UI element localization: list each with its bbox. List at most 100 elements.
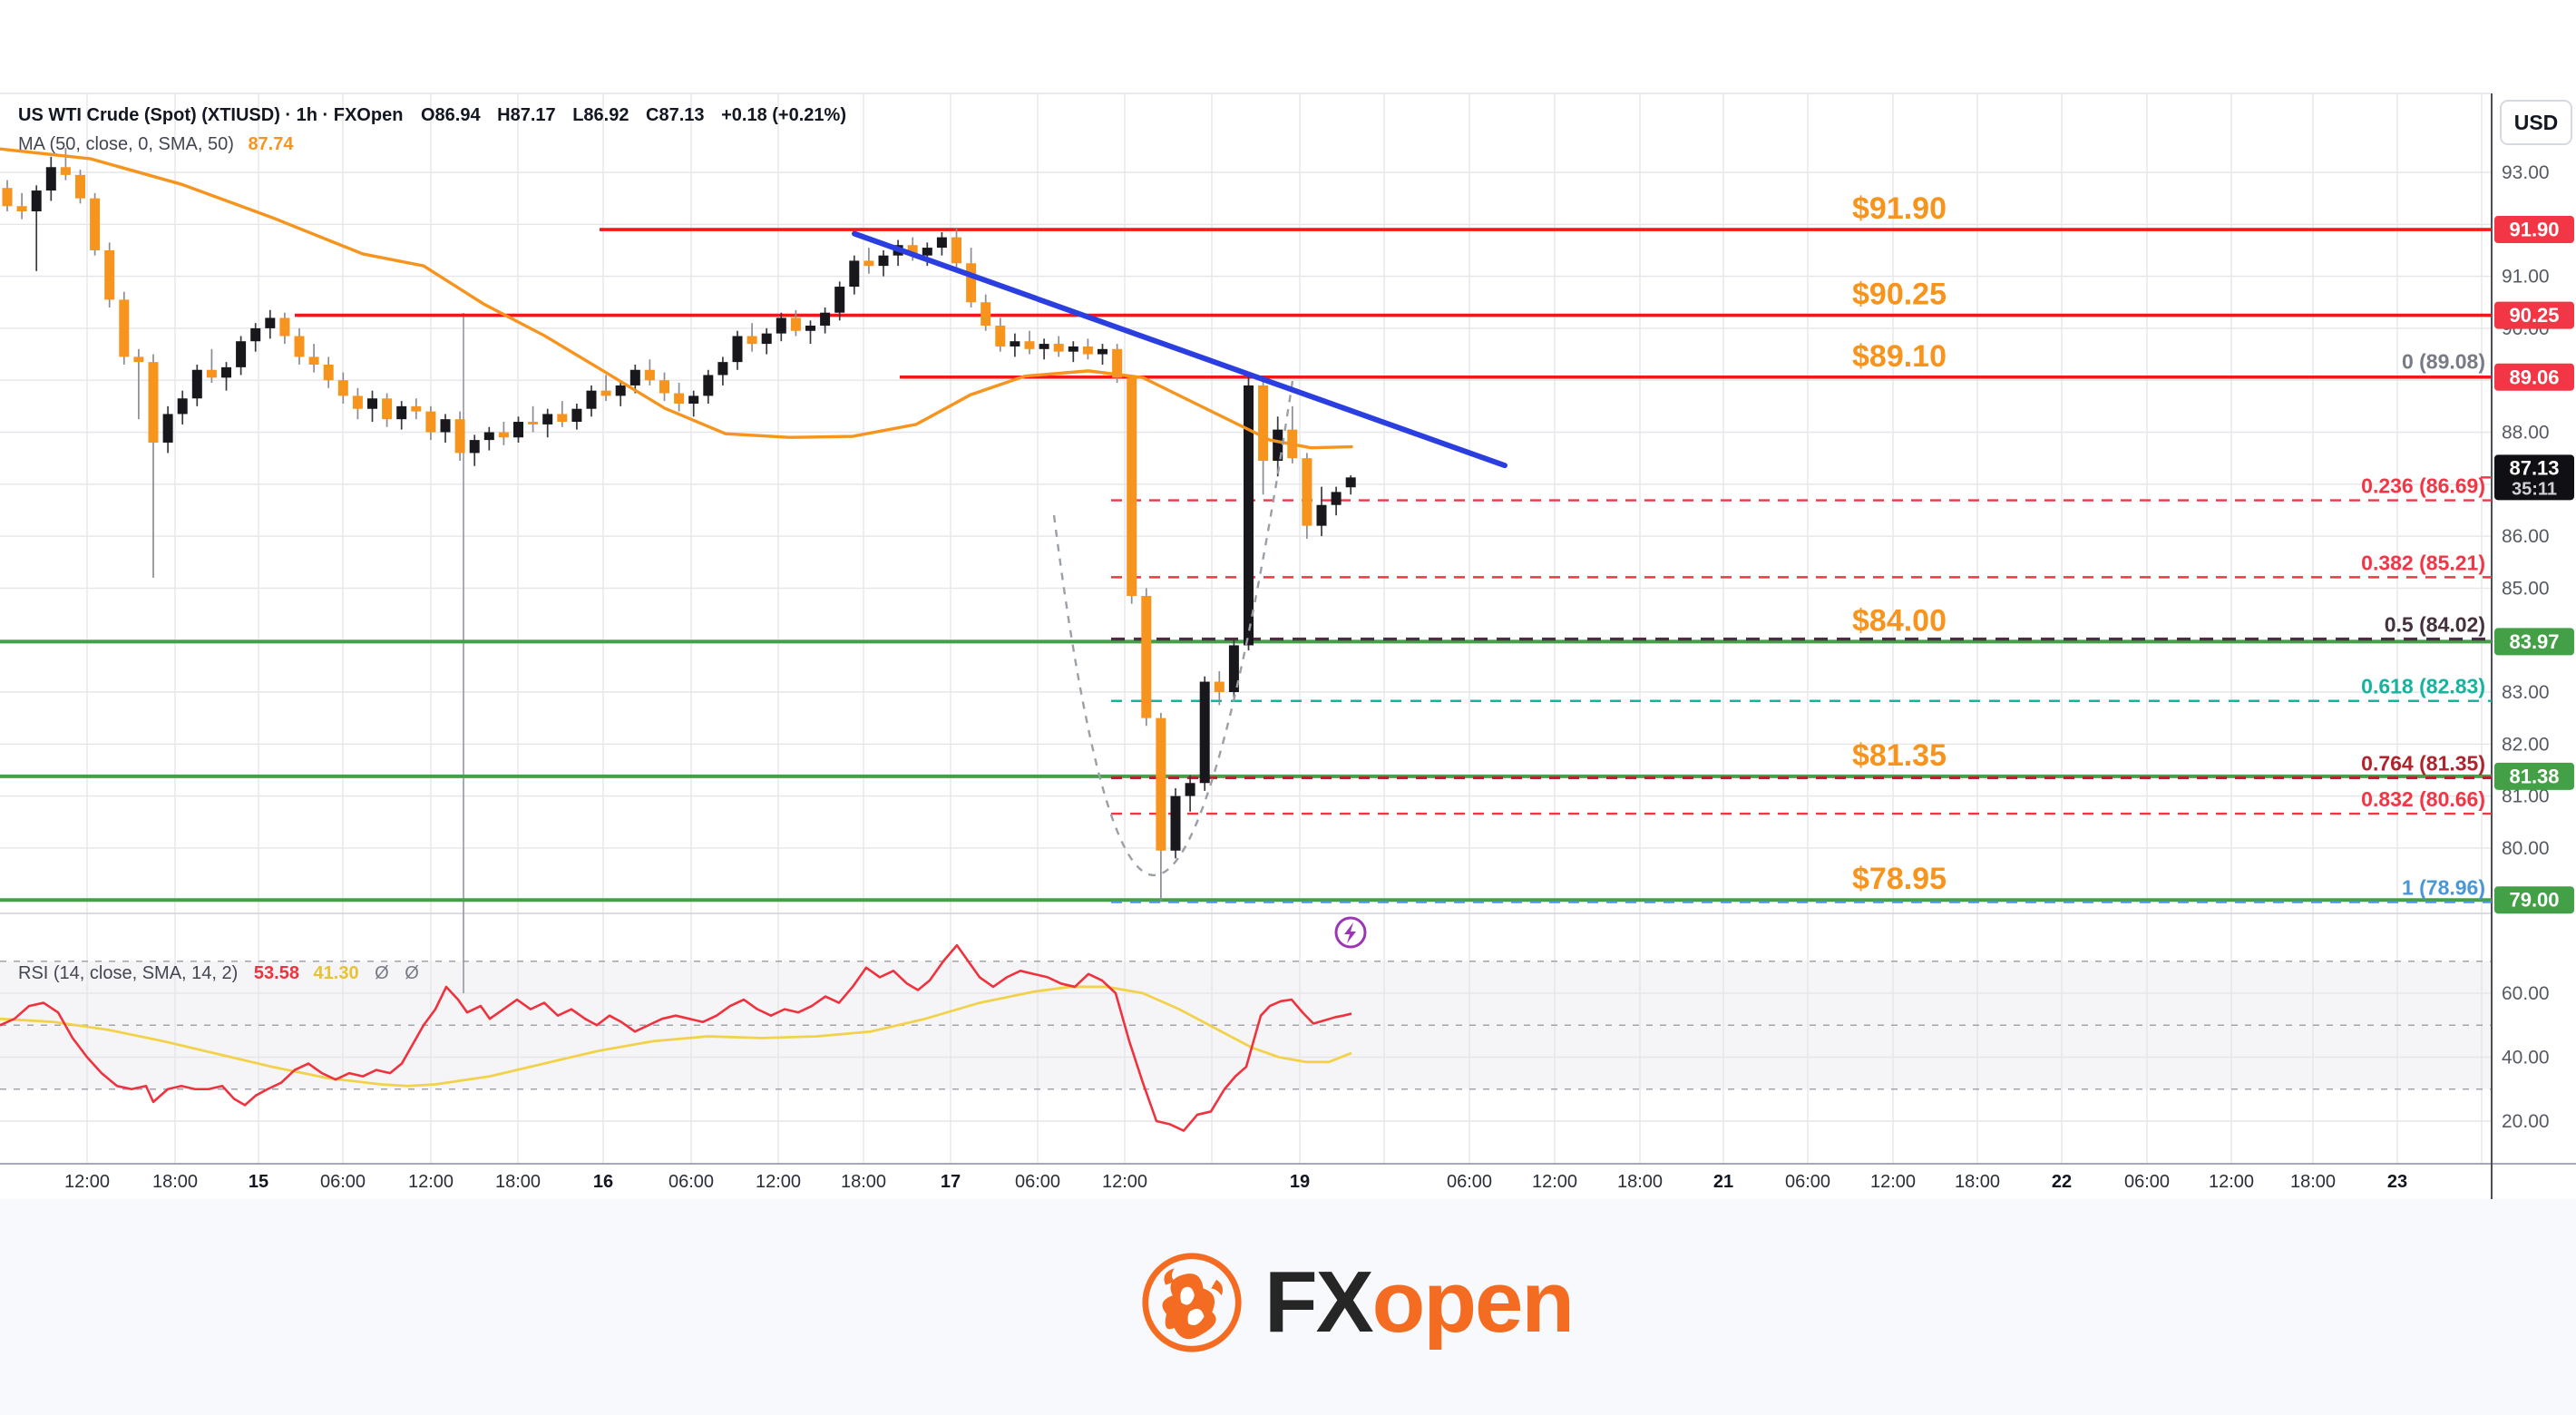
symbol-title: US WTI Crude (Spot) (XTIUSD) · 1h · FXOp…	[18, 105, 404, 125]
price-tick: 82.00	[2502, 734, 2550, 755]
candle	[1039, 344, 1049, 349]
candle	[1068, 346, 1078, 352]
candle	[1199, 681, 1210, 784]
candle	[367, 398, 377, 409]
price-badge-value: 79.00	[2509, 889, 2559, 912]
candle	[1082, 346, 1093, 355]
candle	[995, 326, 1006, 346]
price-badge-value: 90.25	[2509, 304, 2559, 327]
candle	[1273, 429, 1283, 462]
ma-value: 87.74	[248, 134, 294, 154]
candle	[1302, 458, 1312, 526]
ohlc-open: O86.94	[420, 105, 481, 125]
currency-toggle[interactable]: USD	[2500, 100, 2572, 145]
candle	[820, 312, 831, 327]
candle	[119, 299, 130, 357]
time-tick-day: 22	[2051, 1172, 2073, 1192]
candle	[265, 317, 276, 328]
price-level-label: $91.90	[1852, 191, 1947, 226]
candle	[45, 167, 56, 191]
candle	[1053, 344, 1064, 352]
candle	[1331, 492, 1342, 505]
fib-label: 0.382 (85.21)	[2361, 551, 2485, 574]
price-badge	[2494, 454, 2574, 501]
candle	[644, 369, 655, 381]
price-level-label: $81.35	[1852, 738, 1947, 773]
candle	[746, 336, 757, 345]
price-badge-value: 81.38	[2509, 765, 2559, 787]
candle	[703, 375, 714, 396]
price-badge-countdown: 35:11	[2512, 479, 2557, 499]
candle	[1156, 717, 1166, 851]
rsi-signal-line	[0, 985, 1352, 1088]
candle	[31, 190, 42, 211]
ma-indicator-row: MA (50, close, 0, SMA, 50) 87.74	[18, 134, 294, 155]
trend-line[interactable]	[852, 230, 1508, 469]
rsi-value: 53.58	[253, 963, 299, 983]
candle	[776, 317, 786, 334]
candle	[323, 365, 334, 381]
candle	[148, 362, 159, 443]
time-tick-day: 19	[1289, 1172, 1311, 1192]
price-badge-value: 87.13	[2509, 456, 2559, 479]
candle	[60, 167, 71, 175]
rsi-label: RSI (14, close, SMA, 14, 2)	[18, 963, 239, 983]
candle	[557, 414, 568, 423]
time-tick-day: 15	[248, 1172, 269, 1192]
fib-label: 0.832 (80.66)	[2361, 787, 2485, 811]
price-tick: 80.00	[2502, 838, 2550, 859]
price-badge	[2494, 216, 2574, 244]
candle	[162, 414, 173, 443]
fib-label: 0.618 (82.83)	[2361, 675, 2485, 698]
time-tick: 12:00	[1869, 1172, 1917, 1192]
candle	[849, 260, 860, 288]
fxopen-logo: FXopen	[1139, 1250, 1575, 1355]
candle	[221, 366, 231, 378]
candle	[104, 249, 115, 300]
ohlc-high: H87.17	[497, 105, 556, 125]
candle	[688, 395, 699, 404]
candle	[761, 333, 772, 345]
candle	[1345, 477, 1356, 488]
price-badge	[2494, 628, 2574, 656]
candle	[1127, 377, 1137, 596]
candle	[396, 405, 407, 420]
candle	[469, 440, 480, 454]
ohlc-close: C87.13	[646, 105, 705, 125]
fxopen-logo-text: FXopen	[1264, 1253, 1575, 1352]
chart-header: US WTI Crude (Spot) (XTIUSD) · 1h · FXOp…	[18, 105, 858, 126]
logo-text-open: open	[1371, 1254, 1575, 1351]
price-level-label: $78.95	[1852, 862, 1947, 896]
candle	[1170, 795, 1181, 851]
fib-label: 0 (89.08)	[2402, 350, 2485, 374]
time-tick: 12:00	[1101, 1172, 1148, 1192]
price-tick: 83.00	[2502, 682, 2550, 703]
time-tick: 06:00	[1784, 1172, 1831, 1192]
candle	[294, 336, 305, 357]
time-axis[interactable]: 12:00 18:00 15 06:00 12:00 18:00 16 06:00 12:00 1…	[0, 1166, 2492, 1199]
time-tick: 06:00	[2123, 1172, 2171, 1192]
lightning-icon[interactable]	[1344, 922, 1356, 943]
candle	[498, 432, 509, 438]
time-tick-day: 23	[2386, 1172, 2408, 1192]
fib-label: 1 (78.96)	[2402, 875, 2485, 899]
time-tick: 06:00	[668, 1172, 715, 1192]
candle	[1010, 341, 1020, 346]
candle	[1185, 783, 1195, 796]
candle	[483, 432, 494, 441]
rsi-tick: 20.00	[2502, 1111, 2550, 1132]
time-tick: 18:00	[494, 1172, 542, 1192]
candle	[308, 356, 319, 366]
price-badge-value: 83.97	[2509, 630, 2559, 653]
logo-text-fx: FX	[1264, 1254, 1374, 1351]
price-badge	[2494, 301, 2574, 329]
candle	[16, 206, 27, 211]
time-tick: 06:00	[1446, 1172, 1493, 1192]
candle	[513, 422, 523, 438]
time-tick: 12:00	[63, 1172, 111, 1192]
candle	[528, 422, 539, 424]
candle	[674, 393, 685, 404]
candle	[191, 369, 202, 399]
projection-curve[interactable]	[1052, 380, 1294, 877]
